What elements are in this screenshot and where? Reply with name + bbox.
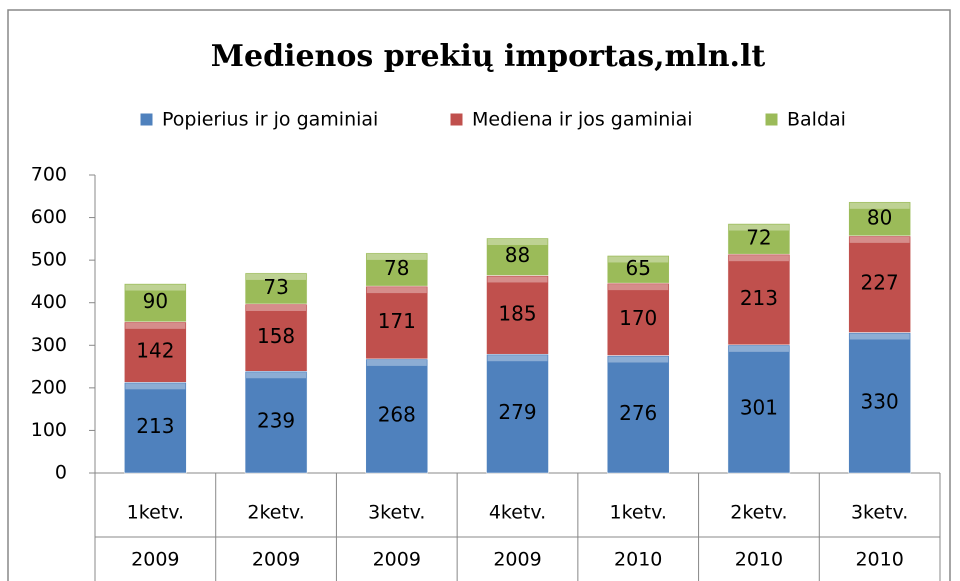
data-label: 142 (136, 339, 174, 363)
x-group-label: 2009 (252, 549, 300, 571)
data-label: 213 (136, 414, 174, 438)
bar-segment (606, 355, 670, 474)
bar-highlight (608, 356, 669, 363)
bar-segment (727, 223, 791, 255)
data-label: 90 (143, 289, 168, 313)
data-label: 65 (625, 256, 650, 280)
y-tick-label: 0 (55, 462, 67, 484)
bar-segment (365, 252, 429, 287)
y-tick-label: 100 (31, 419, 67, 441)
bar-highlight (487, 276, 548, 283)
bar-segment (486, 353, 549, 474)
bar-segment (727, 344, 791, 474)
bar-segment (848, 201, 911, 237)
bar-segment (124, 321, 187, 383)
data-label: 301 (740, 395, 778, 419)
legend-label: Popierius ir jo gaminiai (162, 109, 378, 131)
legend-swatch (139, 112, 154, 127)
bar-highlight (366, 287, 427, 294)
bar-highlight (125, 383, 186, 390)
x-group-label: 2010 (855, 549, 903, 571)
bar-highlight (728, 224, 789, 231)
data-label: 213 (740, 286, 778, 310)
bar-highlight (125, 284, 186, 291)
bar-highlight (608, 256, 669, 263)
bar-highlight (246, 273, 307, 280)
bar-highlight (849, 333, 910, 340)
bar-highlight (608, 284, 669, 291)
bar-segment (848, 332, 911, 474)
y-tick-label: 500 (31, 249, 67, 271)
bar-segment (606, 282, 670, 356)
x-tick-label: 1ketv. (127, 502, 184, 524)
y-tick-label: 600 (31, 206, 67, 228)
bar-highlight (728, 345, 789, 352)
bar-highlight (366, 253, 427, 260)
bar-highlight (728, 255, 789, 262)
data-label: 227 (861, 271, 899, 295)
bar-segment (244, 303, 308, 372)
data-label: 171 (378, 309, 416, 333)
bar-highlight (366, 359, 427, 366)
x-tick-label: 4ketv. (489, 502, 546, 524)
data-label: 72 (746, 225, 771, 249)
legend-swatch (764, 112, 779, 127)
x-group-label: 2010 (614, 549, 662, 571)
bar-highlight (246, 304, 307, 311)
x-group-label: 2009 (373, 549, 421, 571)
legend-label: Baldai (787, 109, 846, 131)
bar-highlight (849, 202, 910, 209)
bar-highlight (849, 236, 910, 243)
y-tick-label: 400 (31, 291, 67, 313)
x-group-label: 2009 (131, 549, 179, 571)
bar-segment (486, 275, 549, 355)
data-label: 80 (867, 205, 892, 229)
data-label: 185 (498, 301, 536, 325)
bar-segment (486, 237, 549, 276)
legend-label: Mediena ir jos gaminiai (472, 109, 693, 131)
data-label: 276 (619, 401, 657, 425)
data-label: 268 (378, 402, 416, 426)
bar-highlight (246, 372, 307, 379)
bar-highlight (125, 322, 186, 329)
bar-highlight (487, 355, 548, 362)
x-group-label: 2010 (735, 549, 783, 571)
x-tick-label: 3ketv. (368, 502, 425, 524)
data-label: 88 (505, 243, 530, 267)
data-label: 158 (257, 324, 295, 348)
bar-segment (848, 235, 911, 333)
x-tick-label: 2ketv. (730, 502, 787, 524)
x-tick-label: 2ketv. (247, 502, 304, 524)
y-tick-label: 300 (31, 334, 67, 356)
bar-segment (365, 285, 429, 360)
data-label: 73 (263, 275, 288, 299)
bar-segment (244, 272, 308, 305)
data-label: 239 (257, 409, 295, 433)
legend-swatch (449, 112, 464, 127)
x-tick-label: 3ketv. (851, 502, 908, 524)
bar-segment (244, 371, 308, 474)
y-tick-label: 200 (31, 376, 67, 398)
bar-segment (606, 255, 670, 284)
y-tick-label: 700 (31, 164, 67, 186)
bar-segment (124, 382, 187, 474)
chart-title: Medienos prekių importas,mln.lt (211, 39, 766, 74)
x-group-label: 2009 (493, 549, 541, 571)
bar-segment (124, 283, 187, 323)
data-label: 170 (619, 306, 657, 330)
data-label: 279 (498, 400, 536, 424)
data-label: 78 (384, 256, 409, 280)
data-label: 330 (861, 389, 899, 413)
bar-highlight (487, 239, 548, 246)
bar-segment (727, 253, 791, 346)
bar-segment (365, 358, 429, 474)
x-tick-label: 1ketv. (610, 502, 667, 524)
